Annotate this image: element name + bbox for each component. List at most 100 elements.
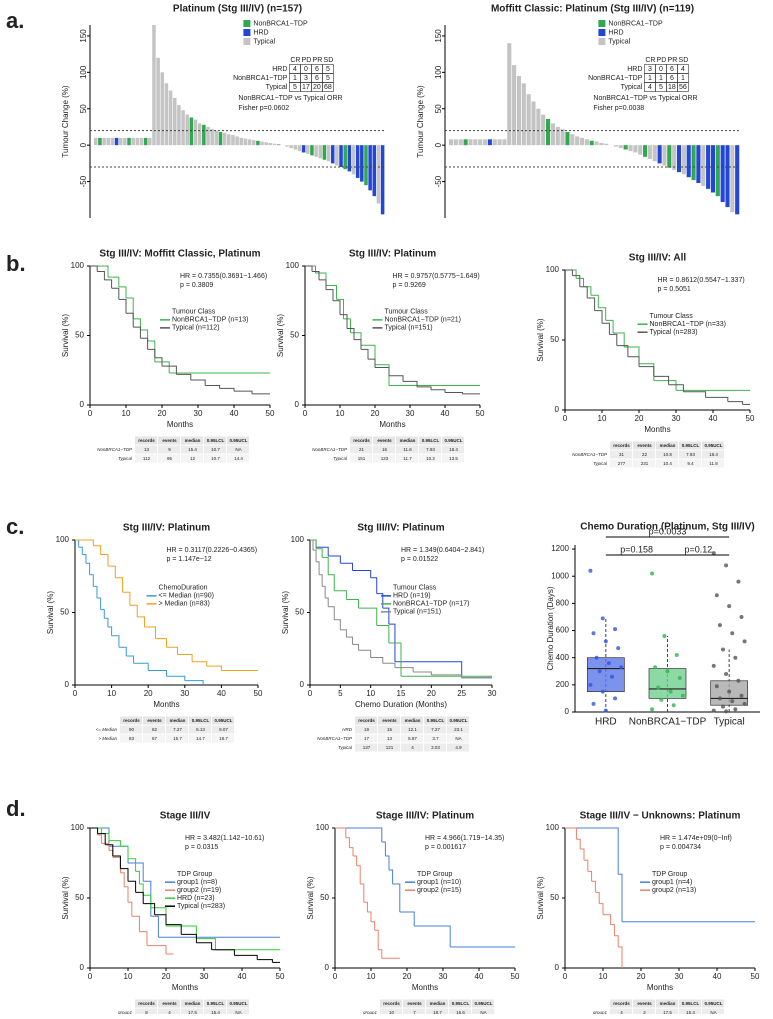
legend-label: NonBRCA1−TDP (n=21) <box>385 317 462 324</box>
y-tick-label: 50 <box>75 331 84 340</box>
survival-step <box>598 307 607 321</box>
table-header: records <box>123 718 140 723</box>
survival-step <box>594 310 603 324</box>
x-tick-label: 0 <box>333 972 338 981</box>
survival-step <box>358 649 372 658</box>
bar <box>318 145 323 159</box>
legend-title: ChemoDuration <box>159 585 208 592</box>
data-point <box>588 568 593 573</box>
x-tick-label: 40 <box>441 409 450 418</box>
survival-step <box>727 401 744 405</box>
table-cell <box>442 445 464 454</box>
x-tick-label: 30 <box>406 409 415 418</box>
bar <box>594 141 599 146</box>
table-row-label: NonBRCA1−TDP <box>572 452 607 457</box>
inset-header: PR <box>313 57 323 64</box>
table-header-cell <box>135 436 157 445</box>
bar <box>264 142 268 146</box>
x-tick-label: 40 <box>238 972 247 981</box>
table-cell-text: 3.03 <box>431 745 440 750</box>
survival-step <box>93 585 98 598</box>
table-cell-text: 137 <box>363 745 371 750</box>
table-cell <box>656 450 678 459</box>
bar <box>691 145 696 181</box>
survival-step <box>154 361 170 374</box>
survival-step <box>97 834 102 844</box>
survival-step <box>126 297 134 319</box>
x-axis-label: Months <box>153 700 179 709</box>
x-tick-label: 30 <box>675 972 684 981</box>
data-point <box>721 647 725 652</box>
legend-title: Tumour Class <box>393 585 437 592</box>
survival-step <box>105 844 114 856</box>
x-tick-label: 0 <box>88 972 93 981</box>
bar <box>326 145 331 162</box>
survival-step <box>576 277 584 287</box>
chart-title: Stage III/IV − Unknowns: Platinum <box>580 811 741 822</box>
y-tick-label: 0 <box>80 400 85 409</box>
legend-label: NonBRCA1−TDP (n=33) <box>650 321 727 328</box>
survival-step <box>205 385 221 389</box>
survival-step <box>115 577 124 593</box>
bar <box>584 139 589 146</box>
legend-label: HRD <box>253 29 268 36</box>
survival-step <box>166 675 186 681</box>
inset-header: PD <box>302 57 312 64</box>
inset-cell-text: 3 <box>648 66 652 73</box>
legend-label: > Median (n=83) <box>159 601 210 608</box>
x-tick-label: 30 <box>180 689 189 698</box>
inset-cell-text: 18 <box>668 84 676 91</box>
data-point <box>717 696 722 701</box>
x-tick-label: 20 <box>427 689 436 698</box>
bar <box>98 137 102 146</box>
table-cell-text: 4 <box>411 745 414 750</box>
survival-step <box>150 915 159 938</box>
survival-step <box>310 539 314 551</box>
annotation: Fisher p=0.0602 <box>238 105 289 112</box>
x-axis-label: Months <box>644 425 670 434</box>
annotation: HR = 1.474e+09(0−Inf) <box>660 835 732 842</box>
x-tick-label: 10 <box>124 972 133 981</box>
table-cell-text: 14.7 <box>196 736 205 741</box>
y-tick-label: -50 <box>79 175 88 187</box>
table-header-cell <box>181 999 203 1008</box>
bar <box>618 145 623 149</box>
y-tick-label: 0 <box>79 142 88 147</box>
table-cell-text: 17.5 <box>663 1010 672 1014</box>
data-point <box>610 674 614 679</box>
survival-step <box>133 318 141 330</box>
table-cell-text: 4 <box>620 1010 623 1014</box>
inset-row-label: Typical <box>266 84 288 91</box>
data-point <box>717 623 722 628</box>
survival-step <box>107 626 113 636</box>
inset-row-label: NonBRCA1−TDP <box>588 75 643 82</box>
inset-cell-text: 20 <box>313 84 321 91</box>
table-header-cell <box>610 999 632 1008</box>
inset-row-label: HRD <box>272 66 287 73</box>
survival-step <box>75 539 94 546</box>
y-tick-label: 50 <box>295 608 304 617</box>
data-point <box>671 703 676 708</box>
table-header: 0.95UCL <box>704 1001 722 1006</box>
inset-cell <box>322 82 334 92</box>
table-cell-text: 8 <box>145 1010 148 1014</box>
chart-title: Stage III/IV <box>160 811 211 822</box>
y-tick-label: 100 <box>434 65 443 79</box>
x-tick-label: 0 <box>303 409 308 418</box>
table-header: 0.95UCL <box>229 1001 247 1006</box>
table-header-cell <box>120 716 142 725</box>
x-tick-label: 50 <box>511 972 520 981</box>
table-cell-text: 121 <box>386 745 394 750</box>
table-header: events <box>637 443 652 448</box>
bar <box>681 145 686 175</box>
survival-step <box>109 845 129 863</box>
bar <box>449 139 454 146</box>
table-header-cell <box>633 441 655 450</box>
survival-step <box>590 294 599 308</box>
table-cell-text: 5.87 <box>408 736 417 741</box>
survival-step <box>328 574 335 591</box>
bar <box>131 137 135 146</box>
table-cell <box>702 459 724 468</box>
table-cell-text: 6.13 <box>196 727 205 732</box>
